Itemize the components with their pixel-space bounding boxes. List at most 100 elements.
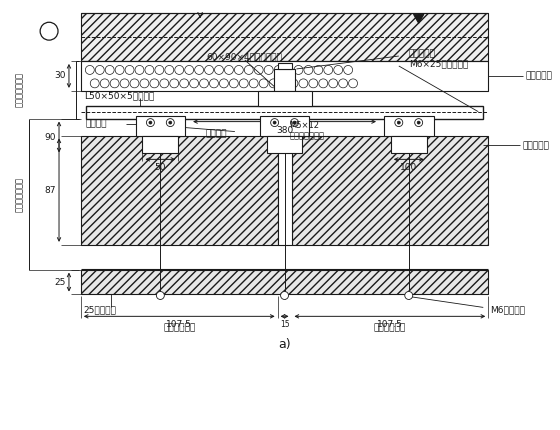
Circle shape [195, 65, 204, 74]
Circle shape [145, 65, 154, 74]
Bar [81, 61, 488, 91]
Circle shape [264, 65, 273, 74]
Circle shape [293, 121, 296, 124]
Bar [278, 135, 292, 245]
Text: 25: 25 [54, 277, 66, 286]
Circle shape [235, 65, 243, 74]
Circle shape [239, 79, 248, 88]
Text: 铝合金挂件: 铝合金挂件 [523, 141, 550, 150]
Circle shape [115, 65, 124, 74]
Circle shape [214, 65, 223, 74]
Bar [258, 91, 312, 106]
Circle shape [289, 79, 298, 88]
Circle shape [149, 121, 152, 124]
Circle shape [190, 79, 199, 88]
Bar [136, 116, 185, 135]
Circle shape [309, 79, 318, 88]
Circle shape [147, 119, 155, 126]
Circle shape [319, 79, 328, 88]
Circle shape [166, 119, 174, 126]
Text: 107.5: 107.5 [377, 320, 403, 329]
Circle shape [281, 292, 288, 299]
Text: 保温防火层: 保温防火层 [526, 71, 553, 80]
Bar [81, 13, 488, 61]
Text: 锁紧螺钉: 锁紧螺钉 [86, 119, 108, 128]
Circle shape [100, 79, 109, 88]
Circle shape [274, 65, 283, 74]
Bar [86, 106, 483, 119]
Circle shape [270, 119, 278, 126]
Circle shape [249, 79, 258, 88]
Circle shape [284, 65, 293, 74]
Text: M6×25不锈钉螺杆: M6×25不锈钉螺杆 [409, 59, 468, 68]
Circle shape [209, 79, 218, 88]
Text: 87: 87 [45, 186, 56, 195]
Text: 按实际工程采用: 按实际工程采用 [15, 177, 24, 212]
Circle shape [40, 22, 58, 40]
Text: 幕墙分格尺嫸: 幕墙分格尺嫸 [163, 324, 195, 333]
Bar [81, 270, 488, 295]
Circle shape [244, 65, 253, 74]
Text: 不锈钉螺杆: 不锈钉螺杆 [409, 49, 436, 58]
Circle shape [150, 79, 159, 88]
Text: M6后切螺栓: M6后切螺栓 [490, 305, 525, 314]
Circle shape [329, 79, 338, 88]
Circle shape [85, 65, 94, 74]
Circle shape [348, 79, 357, 88]
Circle shape [156, 292, 164, 299]
Circle shape [204, 65, 213, 74]
Circle shape [110, 79, 119, 88]
Circle shape [225, 65, 234, 74]
Circle shape [314, 65, 323, 74]
Circle shape [160, 79, 169, 88]
Text: 380: 380 [276, 126, 293, 135]
Circle shape [120, 79, 129, 88]
Circle shape [273, 121, 276, 124]
Circle shape [125, 65, 134, 74]
Text: 25厚花岗鼓: 25厚花岗鼓 [83, 305, 116, 314]
Circle shape [294, 65, 303, 74]
Bar [391, 135, 427, 154]
Bar [278, 63, 292, 69]
Text: L50×50×5镀锡角钉: L50×50×5镀锡角钉 [84, 91, 154, 100]
Text: 107.5: 107.5 [166, 320, 192, 329]
Text: 幕墙分格尺嫸: 幕墙分格尺嫸 [374, 324, 406, 333]
Circle shape [220, 79, 228, 88]
Circle shape [170, 79, 179, 88]
Circle shape [95, 65, 104, 74]
Circle shape [291, 119, 298, 126]
Circle shape [339, 79, 348, 88]
Bar [274, 69, 296, 91]
Bar [267, 135, 302, 154]
Circle shape [279, 79, 288, 88]
Text: a): a) [278, 338, 291, 350]
Circle shape [230, 79, 239, 88]
Text: 15: 15 [280, 320, 290, 329]
Text: 防腥垫片: 防腥垫片 [205, 129, 227, 138]
Circle shape [165, 65, 174, 74]
Circle shape [90, 79, 99, 88]
Circle shape [180, 79, 189, 88]
Circle shape [415, 119, 423, 126]
Circle shape [405, 292, 413, 299]
Circle shape [324, 65, 333, 74]
Circle shape [155, 65, 164, 74]
Circle shape [105, 65, 114, 74]
Circle shape [254, 65, 263, 74]
Circle shape [397, 121, 400, 124]
Text: M5×12
不锈钉微调螺钉: M5×12 不锈钉微调螺钉 [290, 120, 324, 140]
Text: 按实际工程采用: 按实际工程采用 [15, 72, 24, 108]
Circle shape [130, 79, 139, 88]
Bar [260, 116, 309, 135]
Bar [142, 135, 178, 154]
Text: 60×90×4镀锡钉通主棁: 60×90×4镀锡钉通主棁 [207, 52, 283, 61]
Circle shape [140, 79, 149, 88]
Bar [384, 116, 433, 135]
Circle shape [344, 65, 353, 74]
Circle shape [259, 79, 268, 88]
Text: 90: 90 [45, 132, 56, 141]
Circle shape [185, 65, 194, 74]
Circle shape [269, 79, 278, 88]
Circle shape [299, 79, 308, 88]
Circle shape [175, 65, 184, 74]
